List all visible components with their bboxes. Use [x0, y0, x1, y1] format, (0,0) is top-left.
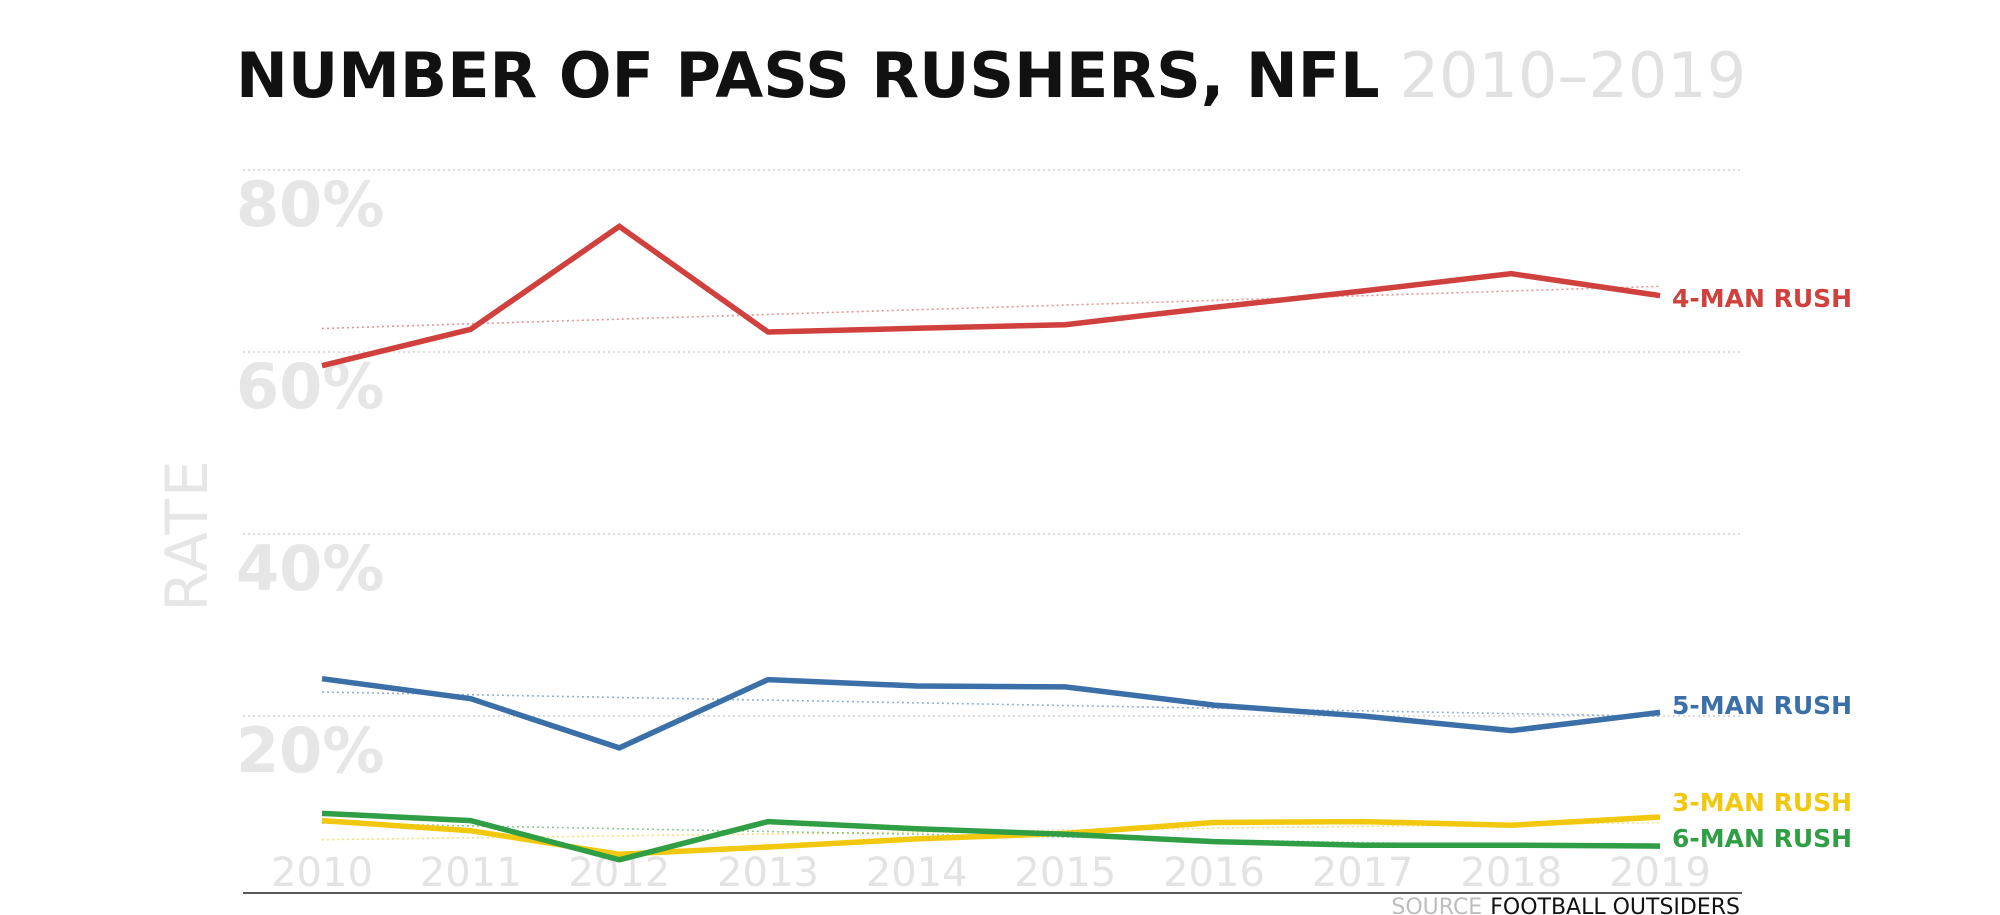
series-labels: 4-MAN RUSH 5-MAN RUSH 3-MAN RUSH 6-MAN RUSH — [1672, 284, 1852, 853]
y-tick-label: 40% — [236, 532, 384, 605]
series-label: 3-MAN RUSH — [1672, 788, 1852, 817]
x-tick-label: 2014 — [866, 850, 968, 896]
series-label: 6-MAN RUSH — [1672, 824, 1852, 853]
chart-title-years: 2010–2019 — [1400, 39, 1747, 112]
x-tick-label: 2013 — [717, 850, 819, 896]
x-tick-label: 2015 — [1014, 850, 1116, 896]
series-label: 4-MAN RUSH — [1672, 284, 1852, 313]
trend-lines — [321, 285, 1661, 849]
source-note: SOURCE FOOTBALL OUTSIDERS — [1391, 895, 1740, 915]
x-tick-label: 2010 — [271, 850, 373, 896]
x-tick-label: 2017 — [1312, 850, 1414, 896]
x-tick-label: 2011 — [420, 850, 522, 896]
series-line — [321, 223, 1661, 369]
trend-line — [321, 691, 1661, 718]
y-tick-label: 80% — [236, 168, 384, 241]
x-tick-labels: 2010 2011 2012 2013 2014 2015 2016 2017 2018 2019 — [271, 850, 1711, 896]
y-axis-label: RATE — [153, 458, 221, 611]
y-tick-label: 60% — [236, 350, 384, 423]
gridlines — [243, 169, 1742, 717]
series-line — [321, 675, 1661, 751]
x-tick-label: 2019 — [1609, 850, 1711, 896]
y-tick-label: 20% — [236, 714, 384, 787]
trend-line — [321, 285, 1661, 330]
series-lines — [321, 223, 1661, 863]
y-tick-labels: 80% 60% 40% 20% — [236, 168, 384, 787]
chart-title-main: NUMBER OF PASS RUSHERS, NFL — [236, 39, 1380, 112]
source-name: FOOTBALL OUTSIDERS — [1490, 895, 1740, 915]
x-tick-label: 2016 — [1163, 850, 1265, 896]
series-line — [321, 810, 1661, 863]
x-tick-label: 2018 — [1460, 850, 1562, 896]
chart-title: NUMBER OF PASS RUSHERS, NFL 2010–2019 — [236, 39, 1746, 112]
series-label: 5-MAN RUSH — [1672, 691, 1852, 720]
source-prefix: SOURCE — [1391, 895, 1482, 915]
